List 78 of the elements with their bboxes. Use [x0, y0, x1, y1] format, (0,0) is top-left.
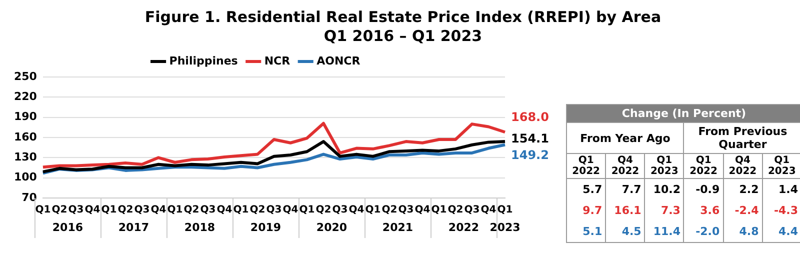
x-tick-label: Q4: [150, 204, 166, 216]
data-label: -2.4: [723, 200, 762, 221]
x-tick-label: Q3: [266, 204, 282, 216]
text: From Year Ago: [566, 122, 684, 154]
y-tick-label: 130: [14, 150, 38, 164]
x-tick-label: Q4: [348, 204, 364, 216]
data-label: -4.3: [762, 200, 800, 221]
category-label: Q1 2023: [762, 154, 800, 178]
x-tick-label: Q3: [68, 204, 84, 216]
x-tick-label: Q4: [216, 204, 232, 216]
data-label: 4.5: [606, 221, 645, 242]
x-tick-label: Q2: [448, 204, 464, 216]
category-label: Q1 2022: [684, 154, 724, 178]
x-tick-label: Q4: [84, 204, 100, 216]
x-tick-label: Q1: [233, 204, 249, 216]
x-tick-label: Q1: [431, 204, 447, 216]
data-label: 11.4: [644, 221, 684, 242]
data-label: 2.2: [723, 178, 762, 200]
data-label: 5.7: [566, 178, 606, 200]
text: 2018: [184, 220, 216, 234]
y-tick-label: 160: [14, 130, 38, 144]
x-tick-label: Q1: [365, 204, 381, 216]
data-label: -0.9: [684, 178, 724, 200]
x-tick-label: Q3: [134, 204, 150, 216]
chart-title: Figure 1. Residential Real Estate Price Index (RREPI) by Area Q1 2016 – Q1 2023: [144, 8, 662, 46]
legend-label: Philippines: [169, 54, 238, 68]
x-tick-label: Q3: [332, 204, 348, 216]
legend-label: AONCR: [316, 54, 361, 68]
data-label: 3.6: [684, 200, 724, 221]
data-label: 16.1: [606, 200, 645, 221]
y-tick-label: 250: [14, 70, 38, 83]
x-tick-label: Q2: [52, 204, 68, 216]
category-label: Q1 2022: [566, 154, 606, 178]
x-tick-label: Q1: [101, 204, 117, 216]
text: 2019: [250, 220, 282, 234]
x-tick-label: Q2: [382, 204, 398, 216]
data-label: 9.7: [566, 200, 606, 221]
x-tick-label: Q4: [480, 204, 496, 216]
text: 2021: [382, 220, 414, 234]
x-tick-label: Q1: [167, 204, 183, 216]
x-tick-label: Q1: [497, 204, 513, 216]
data-label: -2.0: [684, 221, 724, 242]
x-tick-label: Q1: [35, 204, 51, 216]
text: 2020: [316, 220, 348, 234]
x-tick-label: Q3: [200, 204, 216, 216]
text: Change (In Percent): [566, 104, 800, 122]
y-tick-label: 190: [14, 110, 38, 124]
x-tick-label: Q4: [282, 204, 298, 216]
text: 2016: [52, 220, 84, 234]
y-tick-label: 100: [14, 170, 38, 184]
x-tick-label: Q2: [184, 204, 200, 216]
y-tick-label: 220: [14, 90, 38, 104]
data-label: 154.1: [511, 132, 549, 146]
category-label: Q4 2022: [606, 154, 645, 178]
data-label: 149.2: [511, 148, 549, 162]
category-label: Q1 2023: [644, 154, 684, 178]
data-label: 4.8: [723, 221, 762, 242]
x-tick-label: Q1: [299, 204, 315, 216]
x-tick-label: Q3: [398, 204, 414, 216]
data-label: 1.4: [762, 178, 800, 200]
data-label: 5.1: [566, 221, 606, 242]
x-tick-label: Q3: [464, 204, 480, 216]
data-label: 168.0: [511, 110, 549, 124]
legend-label: NCR: [264, 54, 291, 68]
x-tick-label: Q2: [316, 204, 332, 216]
data-label: 7.3: [644, 200, 684, 221]
category-label: Q4 2022: [723, 154, 762, 178]
data-label: 7.7: [606, 178, 645, 200]
data-label: 10.2: [644, 178, 684, 200]
text: 2023: [490, 220, 520, 234]
text: From Previous Quarter: [684, 122, 800, 154]
y-tick-label: 70: [22, 190, 38, 204]
x-tick-label: Q2: [118, 204, 134, 216]
x-tick-label: Q2: [250, 204, 266, 216]
x-tick-label: Q4: [414, 204, 430, 216]
text: 2022: [448, 220, 480, 234]
data-label: 4.4: [762, 221, 800, 242]
text: 2017: [118, 220, 150, 234]
